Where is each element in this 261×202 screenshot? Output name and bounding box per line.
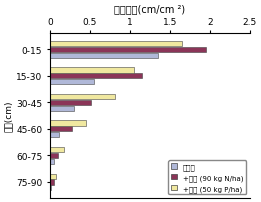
Y-axis label: 層位(cm): 層位(cm) (4, 100, 13, 132)
Bar (50, 95, 115, 100)
Bar (50, 47, 206, 53)
Bar (50, 133, 60, 138)
Bar (50, 106, 74, 111)
Title: 根長密度(cm/cm ²): 根長密度(cm/cm ²) (114, 4, 185, 14)
Bar (50, 127, 72, 132)
Bar (50, 147, 64, 152)
Bar (50, 74, 142, 79)
Bar (50, 153, 58, 158)
Bar (50, 121, 86, 126)
Bar (50, 174, 56, 179)
Bar (50, 80, 94, 85)
Bar (50, 180, 54, 185)
Legend: 無施肥, +窒素 (90 kg N/ha), +燐酸 (50 kg P/ha): 無施肥, +窒素 (90 kg N/ha), +燐酸 (50 kg P/ha) (168, 161, 246, 194)
Bar (50, 68, 134, 73)
Bar (50, 42, 182, 47)
Bar (50, 159, 54, 164)
Bar (50, 53, 158, 58)
Bar (50, 100, 91, 105)
Bar (50, 185, 51, 190)
